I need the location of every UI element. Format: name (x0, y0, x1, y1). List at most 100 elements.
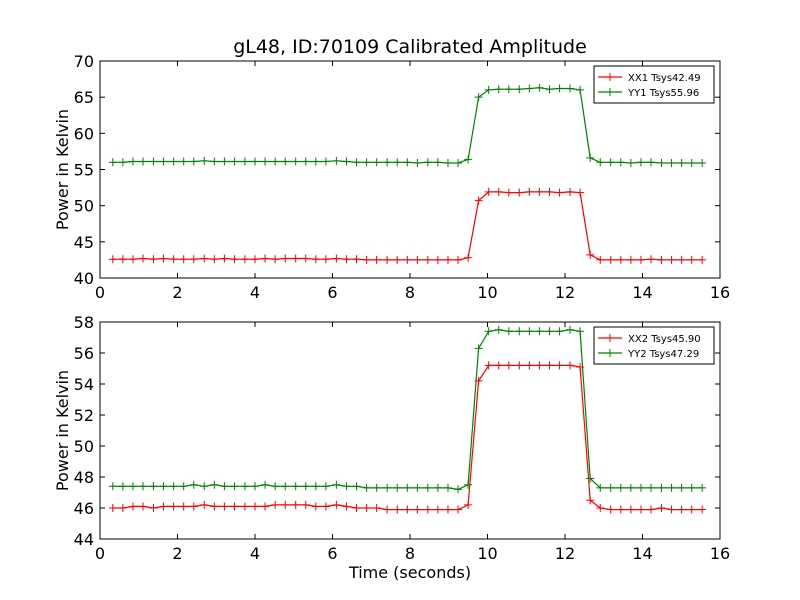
data-point-marker (169, 157, 178, 166)
y-tick-label: 48 (74, 468, 94, 487)
data-point-marker (484, 361, 493, 370)
data-point-marker (179, 157, 188, 166)
y-tick-label: 52 (74, 406, 94, 425)
data-point-marker (698, 255, 707, 264)
x-tick-label: 12 (555, 544, 575, 563)
data-point-marker (372, 504, 381, 512)
data-point-marker (535, 361, 544, 370)
data-point-marker (342, 157, 351, 166)
data-point-marker (687, 483, 696, 492)
x-tick-label: 12 (555, 283, 575, 302)
y-tick-label: 50 (74, 197, 94, 216)
data-point-marker (108, 482, 117, 491)
data-point-marker (423, 158, 432, 167)
data-point-marker (566, 84, 575, 93)
data-point-marker (149, 157, 158, 166)
data-point-marker (484, 327, 493, 336)
data-point-marker (667, 505, 676, 514)
data-point-marker (403, 158, 412, 167)
y-tick-label: 55 (74, 161, 94, 180)
data-point-marker (159, 482, 168, 491)
data-point-marker (566, 361, 575, 370)
data-point-marker (545, 361, 554, 370)
data-point-marker (504, 85, 513, 94)
data-point-marker (515, 361, 524, 370)
data-point-marker (566, 187, 575, 196)
data-point-marker (677, 158, 686, 167)
data-point-marker (586, 474, 595, 483)
y-tick-label: 50 (74, 437, 94, 456)
data-point-marker (118, 482, 127, 491)
data-point-marker (352, 504, 361, 512)
data-point-marker (271, 482, 280, 491)
data-point-marker (626, 158, 635, 167)
y-axis-label: Power in Kelvin (53, 109, 72, 230)
x-tick-label: 4 (250, 283, 260, 302)
data-point-marker (606, 505, 615, 514)
data-point-marker (545, 187, 554, 196)
data-point-marker (291, 500, 300, 509)
data-point-marker (332, 254, 341, 263)
data-point-marker (647, 483, 656, 492)
data-point-marker (321, 255, 330, 264)
data-point-marker (169, 255, 178, 264)
data-point-marker (383, 158, 392, 167)
x-tick-label: 10 (477, 283, 497, 302)
legend (593, 326, 715, 365)
y-tick-label: 40 (74, 269, 94, 288)
data-point-marker (586, 250, 595, 259)
data-point-marker (667, 255, 676, 264)
data-point-marker (484, 187, 493, 196)
data-point-marker (647, 505, 656, 514)
data-point-marker (230, 502, 239, 511)
data-point-marker (687, 255, 696, 264)
data-point-marker (616, 505, 625, 514)
data-point-marker (504, 188, 513, 197)
x-tick-label: 14 (632, 544, 652, 563)
y-tick-label: 56 (74, 344, 94, 363)
data-point-marker (200, 482, 209, 491)
data-point-marker (586, 153, 595, 162)
data-point-marker (139, 254, 148, 263)
data-point-marker (240, 255, 249, 264)
upper-plot: 0 2 4 6 8 10 12 14 16 40 45 50 55 60 65 70 Power in Kelv… (53, 52, 730, 302)
data-point-marker (301, 254, 310, 263)
data-point-marker (596, 483, 605, 492)
data-point-marker (372, 483, 381, 492)
data-point-marker (454, 505, 463, 514)
data-point-marker (454, 485, 463, 494)
data-point-marker (504, 327, 513, 336)
data-point-marker (352, 158, 361, 167)
data-point-marker (240, 502, 249, 511)
data-point-marker (332, 480, 341, 489)
x-axis-label: Time (seconds) (348, 563, 471, 582)
legend-marker (606, 73, 614, 81)
data-point-marker (657, 158, 666, 167)
data-point-marker (139, 157, 148, 166)
data-point-marker (626, 505, 635, 514)
data-point-marker (383, 255, 392, 264)
data-point-marker (423, 255, 432, 264)
data-point-marker (626, 255, 635, 264)
data-point-marker (636, 483, 645, 492)
data-point-marker (149, 504, 158, 512)
data-point-marker (301, 500, 310, 509)
data-point-marker (332, 500, 341, 509)
data-point-marker (210, 480, 219, 489)
data-point-marker (433, 483, 442, 492)
data-point-marker (677, 255, 686, 264)
data-point-marker (433, 158, 442, 167)
data-point-marker (515, 327, 524, 336)
data-point-marker (494, 325, 503, 334)
data-point-marker (281, 157, 290, 166)
data-point-marker (311, 482, 320, 491)
data-point-marker (413, 158, 422, 167)
data-point-marker (291, 157, 300, 166)
data-point-marker (474, 93, 483, 102)
data-point-marker (667, 483, 676, 492)
x-tick-label: 4 (250, 544, 260, 563)
data-point-marker (657, 483, 666, 492)
data-point-marker (128, 255, 137, 264)
data-point-marker (576, 188, 585, 197)
